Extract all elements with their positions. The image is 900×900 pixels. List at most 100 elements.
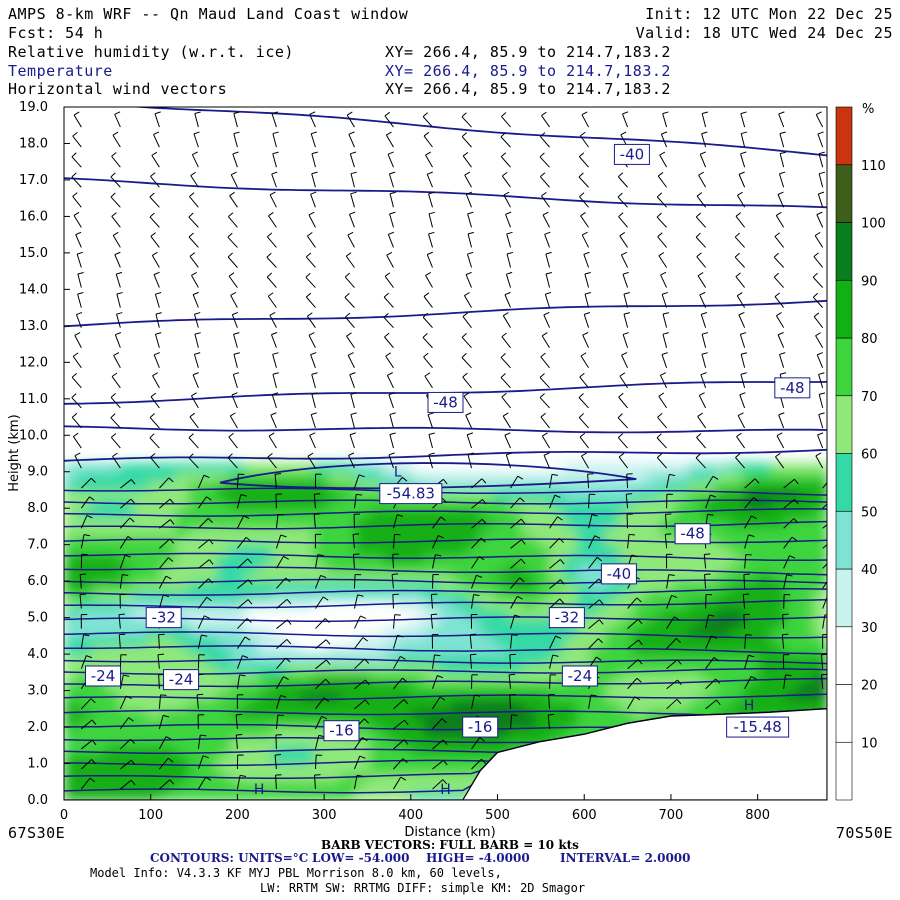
wind-barb (353, 775, 358, 790)
wind-barb (306, 315, 316, 328)
humidity-cell (424, 644, 440, 656)
wind-barb-flag (111, 212, 117, 217)
humidity-cell (521, 626, 537, 637)
humidity-cell (230, 626, 246, 637)
humidity-cell (341, 790, 357, 800)
humidity-cell (258, 590, 274, 601)
humidity-cell (369, 526, 385, 537)
wind-barb (431, 654, 435, 669)
wind-barb-flag (794, 499, 799, 505)
wind-barb (192, 374, 199, 389)
wind-barb-flag (362, 637, 369, 642)
wind-barb-flag (505, 211, 512, 215)
humidity-cell (466, 562, 482, 574)
humidity-cell (174, 644, 190, 656)
humidity-cell (244, 553, 260, 564)
wind-barb (193, 314, 199, 328)
wind-barb (695, 216, 706, 228)
model-title: AMPS 8-km WRF -- Qn Maud Land Coast wind… (8, 5, 409, 23)
humidity-cell (230, 553, 246, 564)
humidity-cell (785, 462, 801, 473)
field-rh: Relative humidity (w.r.t. ice) (8, 43, 294, 61)
humidity-cell (369, 781, 385, 792)
humidity-cell (327, 499, 343, 510)
humidity-cell (591, 526, 607, 537)
humidity-cell (313, 790, 329, 800)
humidity-cell (743, 489, 759, 501)
humidity-cell (202, 508, 218, 519)
humidity-cell (244, 526, 260, 537)
humidity-cell (202, 663, 218, 674)
humidity-cell (480, 708, 496, 719)
humidity-cell (64, 681, 79, 692)
humidity-cell (494, 736, 509, 747)
humidity-cell (147, 517, 163, 528)
humidity-cell (577, 526, 593, 537)
wind-barb (346, 114, 355, 128)
humidity-cell (147, 535, 163, 546)
humidity-cell (299, 535, 315, 546)
humidity-cell (244, 727, 260, 738)
wind-barb-flag (83, 634, 90, 637)
contour-label: -40 (613, 143, 650, 165)
humidity-cell (438, 608, 454, 619)
wind-barb (389, 213, 394, 228)
humidity-cell (521, 471, 537, 482)
humidity-cell (729, 626, 745, 637)
humidity-cell (383, 544, 398, 555)
humidity-cell (674, 562, 690, 574)
humidity-cell (521, 553, 537, 564)
wind-barb (621, 354, 629, 369)
wind-barb (777, 334, 785, 348)
humidity-cell (383, 553, 398, 564)
wind-barb (549, 538, 560, 549)
wind-barb (231, 314, 238, 328)
x-axis-label: Distance (km) (404, 825, 495, 840)
humidity-cell (313, 754, 329, 765)
wind-barb-flag (695, 212, 702, 218)
humidity-cell (702, 617, 718, 628)
wind-barb (501, 396, 511, 409)
humidity-cell (660, 672, 676, 683)
wind-barb-flag (157, 653, 164, 656)
humidity-cell (230, 526, 246, 537)
wind-barb-flag (347, 231, 354, 236)
wind-barb-flag (739, 392, 746, 396)
humidity-cell (646, 471, 662, 482)
wind-barb-flag (356, 774, 363, 777)
humidity-cell (272, 663, 287, 674)
wind-barb (659, 154, 668, 168)
wind-barb-flag (268, 212, 274, 217)
humidity-cell (494, 489, 509, 501)
x-tick-label: 100 (138, 808, 163, 823)
wind-barb (153, 274, 160, 288)
wind-barb-flag (504, 432, 511, 436)
wind-barb (462, 316, 472, 328)
humidity-cell (494, 745, 509, 756)
wind-barb (617, 437, 628, 449)
humidity-cell (452, 736, 468, 747)
wind-barb-flag (816, 111, 822, 116)
wind-barb (666, 698, 678, 710)
wind-barb (617, 176, 628, 188)
wind-barb-flag (188, 453, 194, 459)
humidity-cell (147, 745, 163, 756)
humidity-cell (341, 690, 357, 701)
wind-barb (657, 236, 667, 248)
humidity-cell (507, 708, 523, 719)
humidity-cell (480, 654, 496, 665)
wind-barb (743, 614, 746, 629)
humidity-cell (507, 672, 523, 683)
wind-barb-flag (780, 372, 787, 375)
humidity-cell (299, 517, 315, 528)
humidity-cell (105, 526, 121, 537)
wind-barb (74, 455, 82, 469)
wind-barb-flag (350, 171, 357, 175)
humidity-cell (91, 772, 107, 783)
wind-barb-flag (442, 479, 448, 485)
humidity-cell (577, 562, 593, 574)
humidity-cell (369, 480, 385, 491)
wind-barb (541, 335, 550, 348)
humidity-cell (258, 644, 274, 656)
